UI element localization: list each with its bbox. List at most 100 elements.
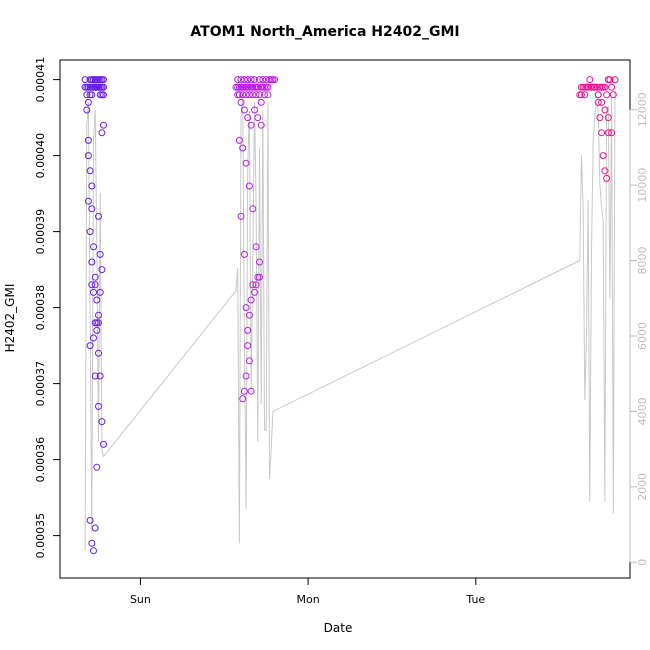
data-point [95, 349, 102, 357]
data-point [242, 159, 250, 167]
x-tick-label: Mon [297, 593, 320, 606]
y-right-tick-label: 2000 [636, 473, 649, 501]
data-point [237, 98, 245, 106]
y-tick-label: 0.00037 [34, 361, 47, 407]
data-point [235, 136, 243, 144]
data-point [93, 296, 101, 304]
x-axis-label: Date [324, 621, 353, 635]
data-point [91, 273, 99, 281]
data-point [86, 342, 94, 350]
data-point [249, 281, 257, 289]
data-point [594, 98, 602, 106]
data-point [262, 76, 270, 84]
data-point [242, 372, 250, 380]
data-point [609, 91, 617, 99]
data-point [603, 174, 611, 182]
data-point [608, 129, 616, 137]
data-point [247, 387, 255, 395]
y-right-tick-label: 10000 [636, 168, 649, 203]
data-point [84, 136, 92, 144]
data-point [96, 250, 104, 258]
data-point [240, 387, 248, 395]
data-point [100, 76, 107, 84]
data-point [96, 372, 104, 380]
data-point [599, 152, 607, 160]
data-point [95, 319, 102, 327]
y-right-tick-label: 6000 [636, 322, 649, 350]
data-point [81, 76, 89, 84]
data-point [90, 243, 97, 251]
data-point [611, 76, 619, 84]
data-point [95, 311, 102, 319]
data-point [259, 76, 267, 84]
data-point [594, 91, 602, 99]
data-point [234, 76, 242, 84]
data-point [90, 288, 97, 296]
data-point [98, 129, 106, 137]
y-axis-label: H2402_GMI [3, 284, 17, 353]
data-point [244, 114, 252, 122]
data-point [93, 326, 101, 334]
y-tick-label: 0.00038 [34, 285, 47, 331]
data-point [244, 76, 252, 84]
data-point [84, 152, 92, 160]
data-point [234, 91, 242, 99]
data-point [271, 76, 279, 84]
data-point [264, 83, 272, 91]
data-point [254, 273, 262, 281]
data-point [254, 114, 262, 122]
data-point [88, 91, 96, 99]
data-point [586, 76, 594, 84]
data-point [93, 463, 101, 471]
data-point [84, 197, 92, 205]
data-point [96, 288, 104, 296]
y-right-tick-label: 8000 [636, 247, 649, 275]
data-point [254, 83, 262, 91]
data-point [256, 76, 263, 84]
data-point [247, 121, 255, 129]
data-point [88, 539, 96, 547]
data-point [601, 83, 609, 91]
data-point [84, 98, 92, 106]
data-point [100, 83, 107, 91]
data-point [247, 76, 255, 84]
data-point [242, 91, 250, 99]
chart-title: ATOM1 North_America H2402_GMI [190, 24, 459, 40]
data-point [584, 83, 592, 91]
data-point [244, 326, 252, 334]
data-point [252, 91, 260, 99]
data-point [257, 121, 265, 129]
data-point [598, 98, 606, 106]
data-point [88, 182, 96, 190]
data-point [608, 83, 616, 91]
y-tick-label: 0.00040 [34, 133, 47, 179]
data-point [240, 250, 248, 258]
x-tick-label: Tue [465, 593, 485, 606]
data-point [245, 357, 253, 365]
x-tick-label: Sun [130, 593, 151, 606]
data-point [100, 121, 107, 129]
data-point [606, 76, 614, 84]
data-point [239, 144, 247, 152]
data-point [247, 296, 255, 304]
data-point [242, 304, 250, 312]
data-point [240, 76, 248, 84]
data-point [95, 402, 102, 410]
data-point [88, 205, 96, 213]
data-point [604, 129, 612, 137]
x-axis: Sun Mon Tue [130, 577, 485, 606]
data-point [239, 395, 247, 403]
data-point [257, 98, 265, 106]
data-point [88, 258, 96, 266]
data-point [90, 547, 97, 555]
data-point [261, 91, 268, 99]
data-point [251, 106, 258, 114]
data-point [91, 319, 99, 327]
data-point [249, 205, 257, 213]
data-point [91, 524, 99, 532]
y-tick-label: 0.00035 [34, 513, 47, 559]
data-point [98, 418, 106, 426]
data-point [598, 129, 606, 137]
data-point [88, 281, 96, 289]
